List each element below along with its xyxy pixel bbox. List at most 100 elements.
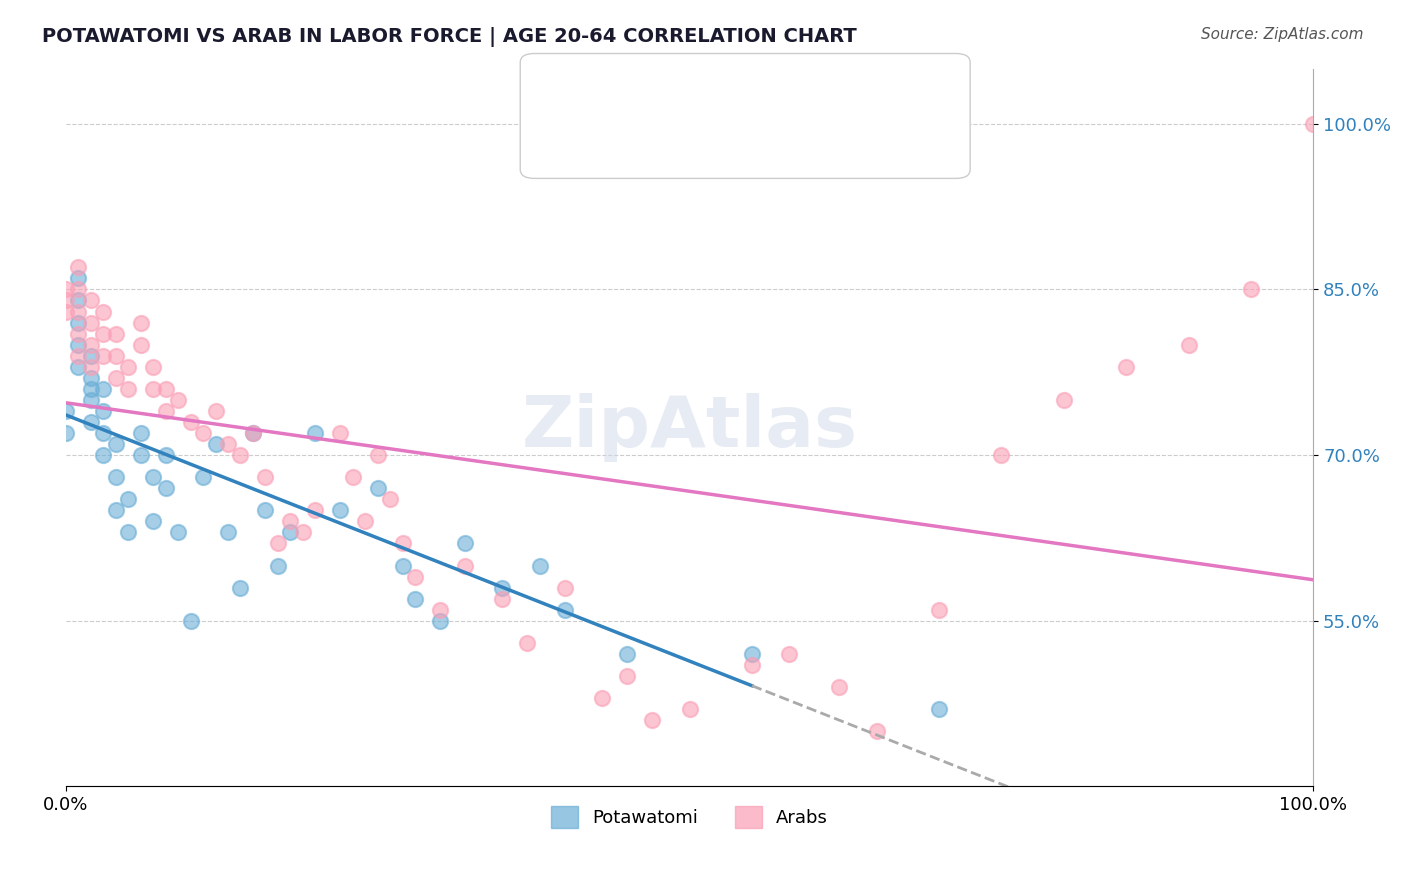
- Point: [741, 657, 763, 672]
- Point: [329, 425, 352, 440]
- Point: [291, 525, 314, 540]
- Point: [204, 404, 226, 418]
- Point: [342, 470, 364, 484]
- Point: [117, 359, 139, 374]
- Point: [304, 425, 326, 440]
- Point: [91, 304, 114, 318]
- Point: [80, 371, 103, 385]
- Point: [191, 425, 214, 440]
- Point: [91, 404, 114, 418]
- Point: [616, 669, 638, 683]
- Point: [155, 448, 177, 462]
- Point: [280, 525, 302, 540]
- Point: [280, 515, 302, 529]
- Point: [104, 437, 127, 451]
- Point: [180, 614, 202, 628]
- Point: [928, 603, 950, 617]
- Point: [55, 282, 77, 296]
- Point: [1115, 359, 1137, 374]
- Point: [391, 536, 413, 550]
- Point: [142, 382, 165, 396]
- Point: [217, 525, 239, 540]
- Point: [641, 713, 664, 727]
- Point: [129, 316, 152, 330]
- Point: [104, 371, 127, 385]
- Point: [378, 492, 401, 507]
- Point: [229, 448, 252, 462]
- Point: [1177, 337, 1199, 351]
- Point: [741, 647, 763, 661]
- Point: [155, 481, 177, 495]
- Point: [167, 392, 190, 407]
- Point: [1053, 392, 1076, 407]
- Point: [554, 581, 576, 595]
- Point: [267, 536, 290, 550]
- Point: [55, 404, 77, 418]
- Point: [142, 515, 165, 529]
- Point: [491, 591, 513, 606]
- Point: [104, 349, 127, 363]
- Point: [180, 415, 202, 429]
- Point: [429, 603, 451, 617]
- Point: [167, 525, 190, 540]
- Point: [591, 691, 613, 706]
- Point: [367, 448, 389, 462]
- Point: [142, 359, 165, 374]
- Point: [80, 382, 103, 396]
- Point: [129, 448, 152, 462]
- Point: [191, 470, 214, 484]
- Point: [67, 293, 90, 308]
- Point: [117, 382, 139, 396]
- Point: [454, 536, 477, 550]
- Point: [404, 591, 426, 606]
- Point: [404, 569, 426, 583]
- Point: [67, 359, 90, 374]
- Point: [778, 647, 800, 661]
- Point: [204, 437, 226, 451]
- Point: [55, 425, 77, 440]
- Point: [990, 448, 1012, 462]
- Point: [142, 470, 165, 484]
- Point: [67, 337, 90, 351]
- Text: Source: ZipAtlas.com: Source: ZipAtlas.com: [1201, 27, 1364, 42]
- Point: [429, 614, 451, 628]
- Point: [67, 326, 90, 341]
- Point: [55, 304, 77, 318]
- Point: [391, 558, 413, 573]
- Point: [80, 392, 103, 407]
- Point: [80, 293, 103, 308]
- Point: [928, 702, 950, 716]
- Point: [117, 492, 139, 507]
- Point: [80, 415, 103, 429]
- Point: [217, 437, 239, 451]
- Point: [254, 503, 277, 517]
- Point: [67, 260, 90, 275]
- Point: [242, 425, 264, 440]
- Legend: Potawatomi, Arabs: Potawatomi, Arabs: [544, 798, 835, 835]
- Point: [454, 558, 477, 573]
- Point: [80, 359, 103, 374]
- Point: [104, 326, 127, 341]
- Point: [67, 304, 90, 318]
- Point: [80, 349, 103, 363]
- Text: R = -0.415   N = 50: R = -0.415 N = 50: [591, 68, 782, 86]
- Point: [254, 470, 277, 484]
- Point: [304, 503, 326, 517]
- Point: [129, 337, 152, 351]
- Point: [91, 382, 114, 396]
- Point: [529, 558, 551, 573]
- Point: [267, 558, 290, 573]
- Point: [1302, 117, 1324, 131]
- Point: [1240, 282, 1263, 296]
- Point: [155, 404, 177, 418]
- Point: [67, 349, 90, 363]
- Point: [80, 316, 103, 330]
- Point: [554, 603, 576, 617]
- Point: [678, 702, 700, 716]
- Point: [91, 425, 114, 440]
- Point: [55, 293, 77, 308]
- Point: [866, 724, 889, 739]
- Point: [67, 271, 90, 285]
- Point: [367, 481, 389, 495]
- Point: [67, 316, 90, 330]
